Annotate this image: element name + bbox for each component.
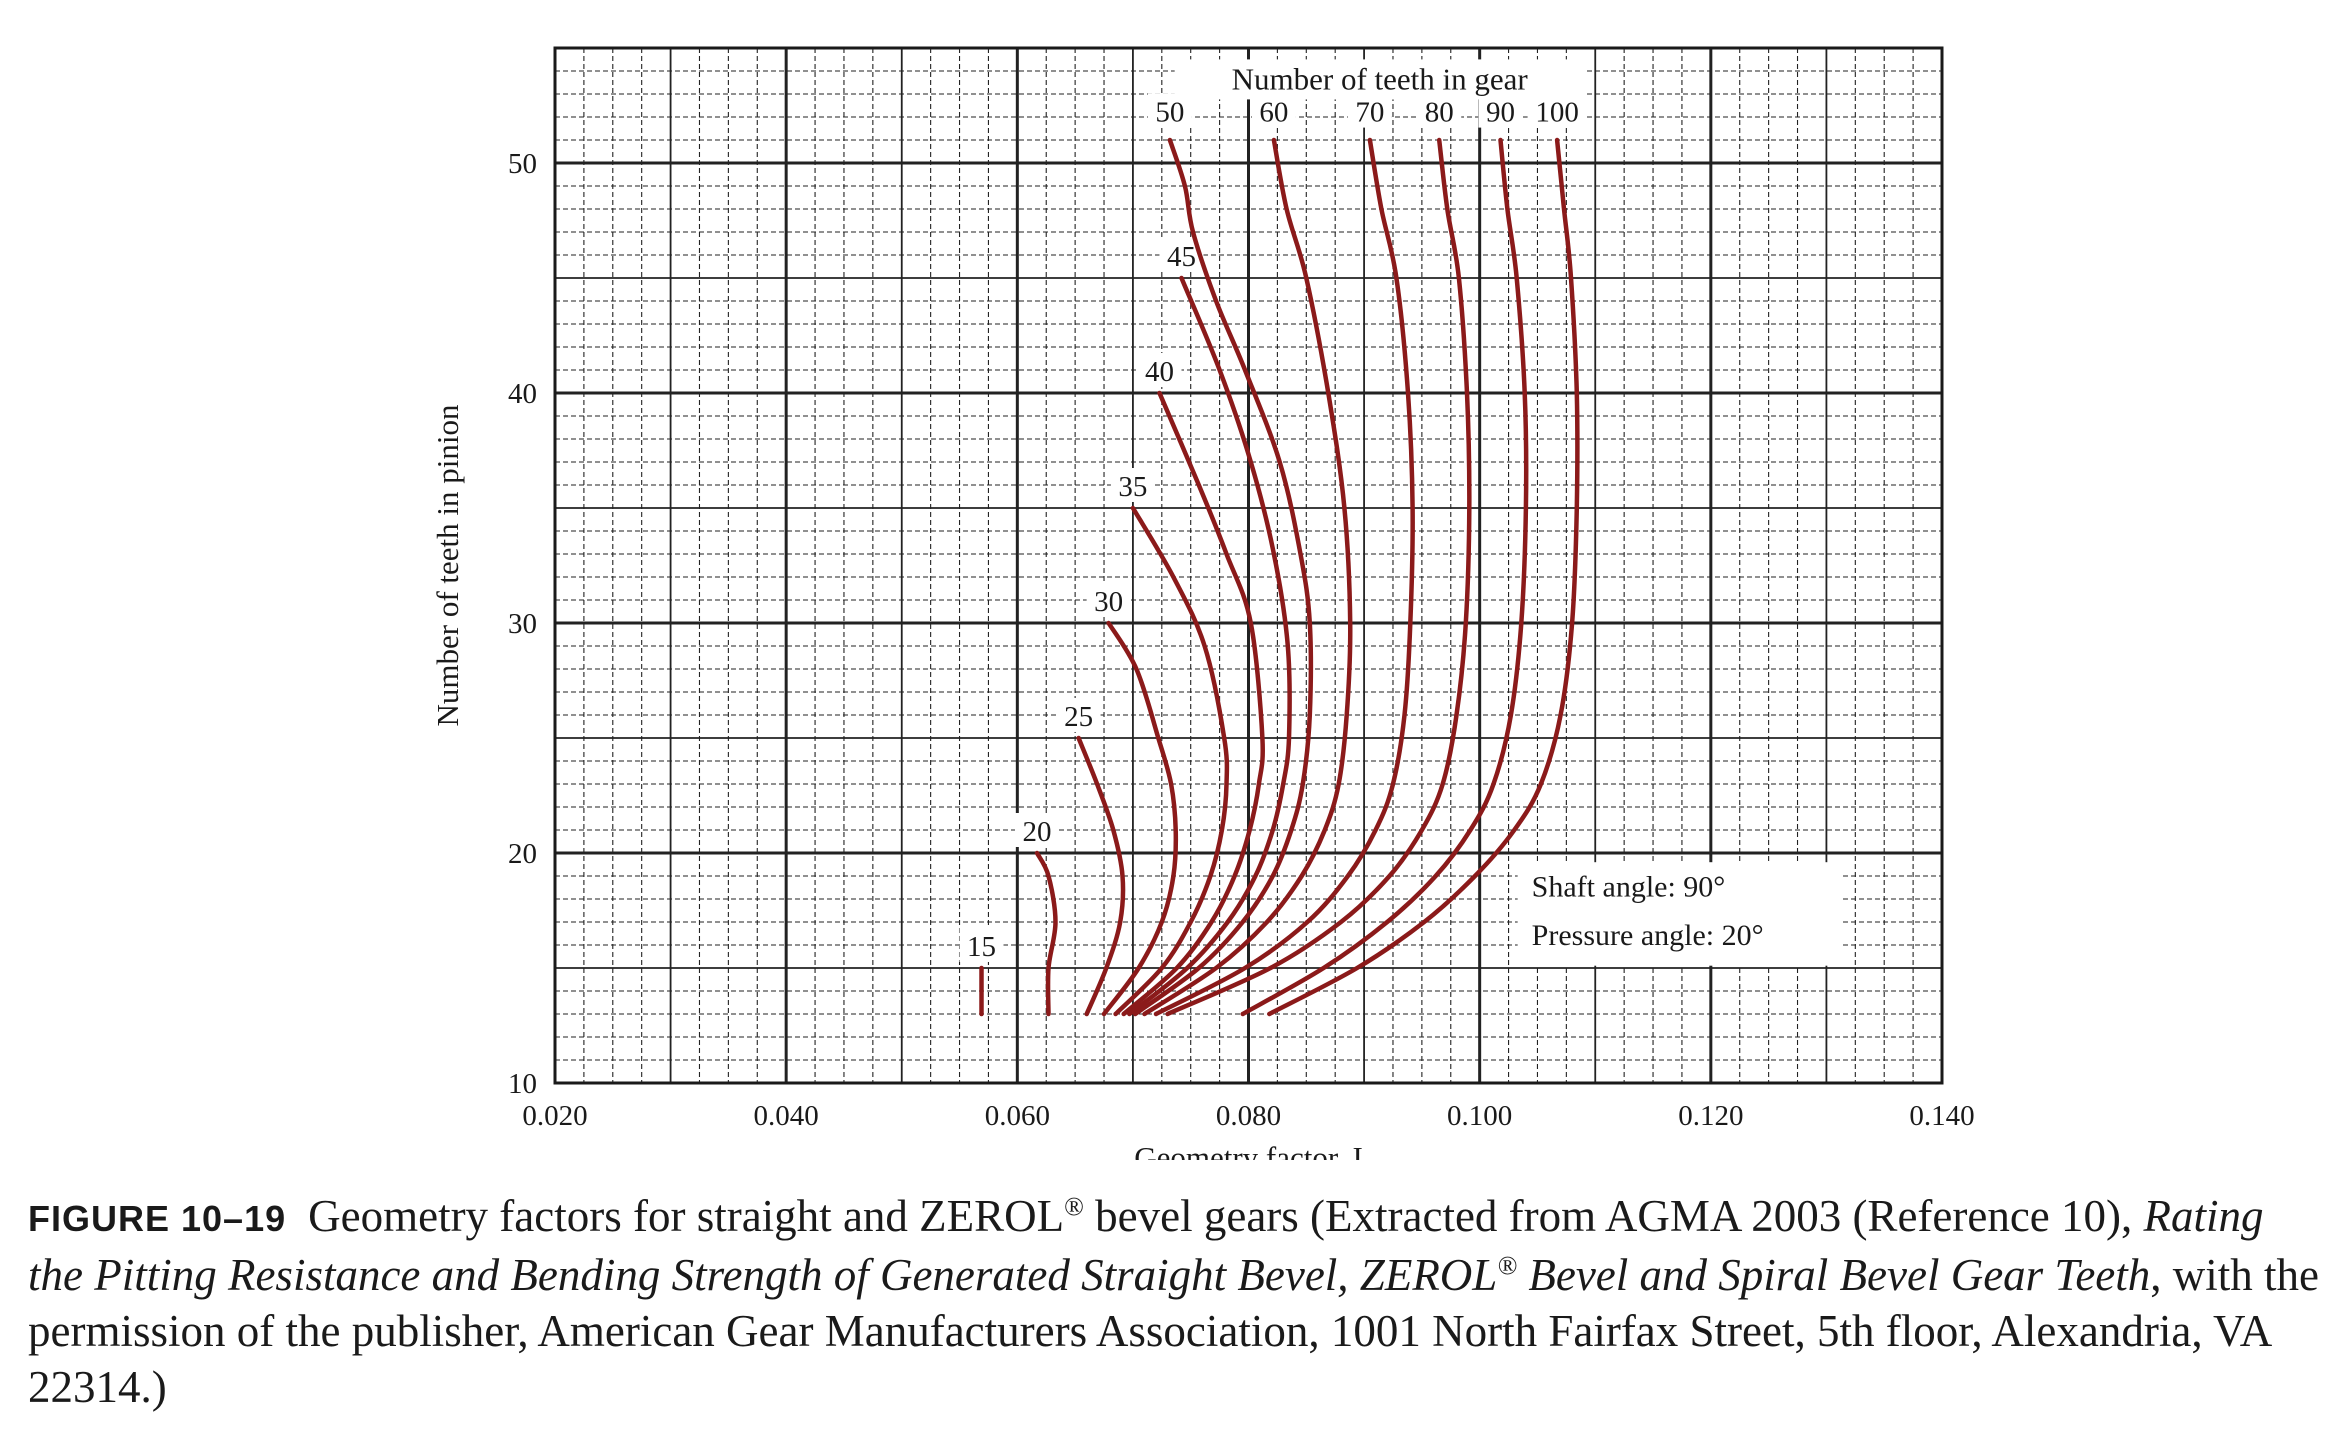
pressure-angle-note: Pressure angle: 20°	[1532, 919, 1764, 952]
caption-text-3: , with the permission of the publisher, …	[28, 1250, 2320, 1412]
curve-gear-20	[1034, 850, 1058, 1017]
x-tick-label: 0.040	[754, 1100, 819, 1132]
curve-label-25: 25	[1064, 701, 1093, 733]
curve-label-background	[959, 928, 1004, 962]
y-tick-label: 40	[508, 378, 537, 410]
chart-note-background	[1517, 862, 1843, 966]
caption-italic-title-1: Rating the Pitting Resistance and Bendin…	[28, 1191, 2264, 1300]
curve-gear-30	[1101, 620, 1179, 1017]
y-tick-label: 10	[508, 1068, 537, 1100]
curve-label-50: 50	[1155, 97, 1184, 129]
x-tick-label: 0.020	[522, 1100, 587, 1132]
curve-label-90: 90	[1486, 97, 1515, 129]
curve-gear-45	[1127, 275, 1292, 1017]
x-axis-title: Geometry factor, I	[1134, 1140, 1363, 1160]
curve-label-100: 100	[1535, 97, 1579, 129]
gear-legend-title-background	[1174, 59, 1585, 100]
figure-caption: FIGURE 10–19 Geometry factors for straigh…	[28, 1188, 2328, 1415]
curve-gear-40	[1121, 390, 1265, 1017]
chart-curves: 15 20 25 30 35 40 45 50 60 70 80 90 100	[959, 93, 1587, 1017]
chart-grid	[555, 48, 1942, 1083]
curve-gear-35	[1113, 505, 1230, 1017]
shaft-angle-note: Shaft angle: 90°	[1532, 871, 1726, 904]
curve-label-70: 70	[1355, 97, 1384, 129]
curve-label-background	[1086, 583, 1131, 617]
curve-gear-25	[1076, 735, 1126, 1017]
curve-label-35: 35	[1118, 471, 1147, 503]
x-tick-label: 0.100	[1447, 1100, 1512, 1132]
curve-label-background	[1137, 353, 1182, 387]
curve-gear-60	[1142, 137, 1353, 1017]
curve-gear-100	[1267, 137, 1580, 1017]
curve-label-background	[1056, 698, 1101, 732]
caption-text-2: bevel gears (Extracted from AGMA 2003 (R…	[1083, 1191, 2144, 1241]
curve-label-60: 60	[1259, 97, 1288, 129]
curve-label-15: 15	[967, 931, 996, 963]
y-tick-label: 20	[508, 838, 537, 870]
curve-label-40: 40	[1145, 356, 1174, 388]
figure-label: FIGURE 10–19	[28, 1198, 287, 1239]
caption-text-1: Geometry factors for straight and ZEROL	[308, 1191, 1065, 1241]
x-tick-label: 0.060	[985, 1100, 1050, 1132]
curve-gear-90	[1240, 137, 1529, 1017]
curve-label-45: 45	[1167, 241, 1196, 273]
curve-label-background	[1110, 468, 1155, 502]
gear-legend-title: Number of teeth in gear	[1232, 61, 1529, 96]
curve-gear-50	[1132, 137, 1314, 1017]
curve-label-30: 30	[1094, 586, 1123, 618]
x-tick-label: 0.120	[1678, 1100, 1743, 1132]
registered-mark-1: ®	[1064, 1192, 1084, 1221]
y-tick-label: 30	[508, 608, 537, 640]
x-tick-label: 0.140	[1909, 1100, 1974, 1132]
y-axis-title: Number of teeth in pinion	[430, 404, 465, 726]
curve-gear-70	[1153, 137, 1415, 1017]
x-tick-label: 0.080	[1216, 1100, 1281, 1132]
axis-tick-labels: 0.020 0.040 0.060 0.080 0.100 0.120 0.140 10 20 3…	[508, 148, 1975, 1132]
curve-label-background	[1014, 813, 1059, 847]
caption-italic-title-2: Bevel and Spiral Bevel Gear Teeth	[1517, 1250, 2151, 1300]
curve-label-80: 80	[1425, 97, 1454, 129]
curve-label-20: 20	[1022, 816, 1051, 848]
plot-frame	[553, 46, 1944, 1085]
registered-mark-2: ®	[1497, 1251, 1518, 1280]
curve-gear-80	[1165, 137, 1472, 1017]
y-tick-label: 50	[508, 148, 537, 180]
